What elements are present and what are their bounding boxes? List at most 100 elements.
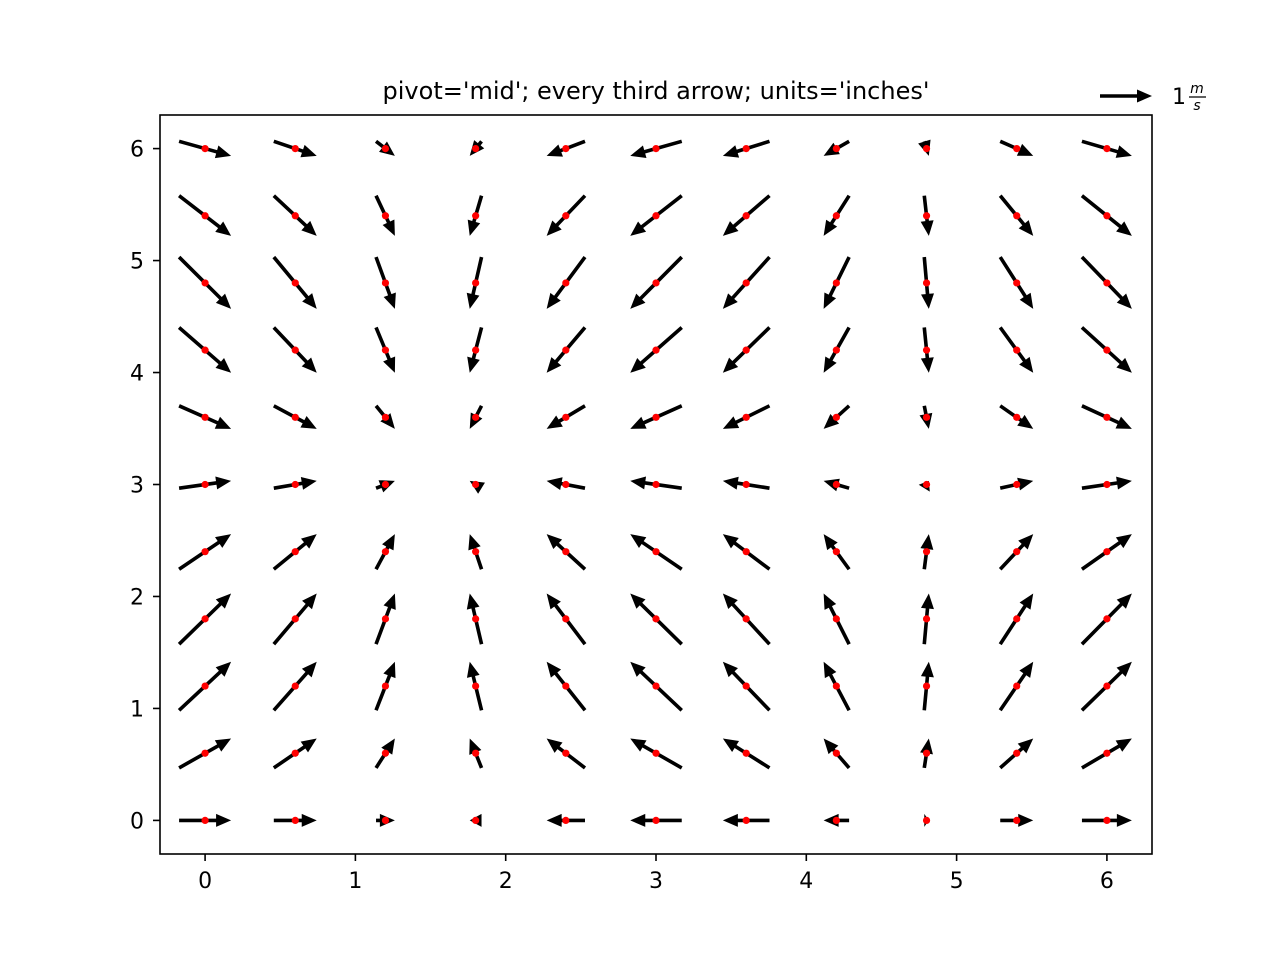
grid-point-7-5	[832, 480, 840, 489]
grid-point-9-4	[1013, 548, 1021, 556]
grid-point-2-6	[381, 413, 390, 421]
grid-point-7-2	[832, 682, 840, 690]
grid-point-10-6	[1103, 413, 1111, 421]
grid-point-9-6	[1013, 413, 1021, 421]
grid-point-1-9	[291, 212, 299, 220]
grid-point-5-9	[652, 212, 660, 220]
grid-point-6-9	[742, 212, 750, 220]
grid-point-8-7	[922, 346, 931, 354]
grid-point-9-2	[1013, 682, 1021, 690]
grid-point-4-3	[562, 615, 570, 623]
grid-point-2-5	[381, 480, 390, 489]
grid-point-2-10	[381, 144, 390, 153]
grid-point-5-3	[652, 615, 660, 623]
grid-point-2-2	[381, 682, 390, 690]
grid-point-0-1	[201, 749, 209, 757]
grid-point-0-8	[201, 279, 209, 287]
grid-point-6-5	[742, 480, 750, 489]
x-tick-label: 1	[348, 869, 362, 894]
x-tick-label: 4	[799, 869, 813, 894]
grid-point-8-6	[922, 413, 931, 421]
grid-point-0-10	[201, 144, 209, 153]
grid-point-2-8	[381, 279, 390, 287]
grid-point-1-6	[291, 413, 299, 421]
x-axis: 0 1 2 3 4 5 6	[198, 854, 1114, 894]
grid-point-5-10	[652, 144, 660, 153]
grid-point-2-0	[381, 816, 390, 825]
y-tick-label: 2	[130, 585, 144, 610]
grid-point-2-1	[381, 749, 390, 757]
grid-point-1-0	[291, 816, 299, 825]
grid-point-10-2	[1103, 682, 1111, 690]
x-tick-label: 5	[950, 869, 964, 894]
chart-title: pivot='mid'; every third arrow; units='i…	[383, 77, 930, 105]
grid-point-3-2	[472, 682, 480, 690]
grid-point-3-1	[472, 749, 480, 757]
grid-point-0-0	[201, 816, 209, 825]
grid-point-3-10	[472, 144, 480, 153]
grid-point-7-7	[832, 346, 840, 354]
grid-point-9-5	[1013, 480, 1021, 489]
grid-point-1-2	[291, 682, 299, 690]
grid-point-4-8	[562, 279, 570, 287]
grid-point-9-3	[1013, 615, 1021, 623]
grid-point-3-4	[472, 548, 480, 556]
grid-point-4-1	[562, 749, 570, 757]
grid-point-0-3	[201, 615, 209, 623]
grid-point-3-3	[472, 615, 480, 623]
x-tick-label: 0	[198, 869, 212, 894]
grid-point-7-4	[832, 548, 840, 556]
quiver-key-arrow	[1100, 89, 1152, 103]
grid-point-1-3	[291, 615, 299, 623]
grid-point-8-5	[922, 480, 931, 489]
y-axis: 0 1 2 3 4 5 6	[130, 138, 160, 834]
grid-point-9-10	[1013, 144, 1021, 153]
grid-points-layer	[201, 144, 1111, 825]
grid-point-9-1	[1013, 749, 1021, 757]
grid-point-2-4	[381, 548, 390, 556]
grid-point-7-9	[832, 212, 840, 220]
grid-point-5-1	[652, 749, 660, 757]
grid-point-3-0	[472, 816, 480, 825]
grid-point-5-7	[652, 346, 660, 354]
grid-point-10-8	[1103, 279, 1111, 287]
grid-point-0-4	[201, 548, 209, 556]
grid-point-4-0	[562, 816, 570, 825]
grid-point-5-6	[652, 413, 660, 421]
grid-point-10-10	[1103, 144, 1111, 153]
grid-point-3-7	[472, 346, 480, 354]
grid-point-4-7	[562, 346, 570, 354]
y-tick-label: 5	[130, 250, 144, 275]
grid-point-10-9	[1103, 212, 1111, 220]
grid-point-3-9	[472, 212, 480, 220]
grid-point-7-1	[832, 749, 840, 757]
grid-point-8-1	[922, 749, 931, 757]
grid-point-9-0	[1013, 816, 1021, 825]
grid-point-5-4	[652, 548, 660, 556]
grid-point-6-8	[742, 279, 750, 287]
grid-point-8-3	[922, 615, 931, 623]
grid-point-4-2	[562, 682, 570, 690]
grid-point-7-10	[832, 144, 840, 153]
grid-point-0-5	[201, 480, 209, 489]
grid-point-1-10	[291, 144, 299, 153]
grid-point-7-3	[832, 615, 840, 623]
grid-point-1-5	[291, 480, 299, 489]
grid-point-1-8	[291, 279, 299, 287]
grid-point-8-0	[922, 816, 931, 825]
grid-point-4-5	[562, 480, 570, 489]
grid-point-7-0	[832, 816, 840, 825]
grid-point-6-2	[742, 682, 750, 690]
x-tick-label: 6	[1100, 869, 1114, 894]
grid-point-9-8	[1013, 279, 1021, 287]
grid-point-10-5	[1103, 480, 1111, 489]
grid-point-9-7	[1013, 346, 1021, 354]
grid-point-1-4	[291, 548, 299, 556]
grid-point-1-1	[291, 749, 299, 757]
grid-point-2-7	[381, 346, 390, 354]
grid-point-7-8	[832, 279, 840, 287]
grid-point-10-1	[1103, 749, 1111, 757]
y-tick-label: 1	[130, 697, 144, 722]
x-tick-label: 2	[499, 869, 513, 894]
